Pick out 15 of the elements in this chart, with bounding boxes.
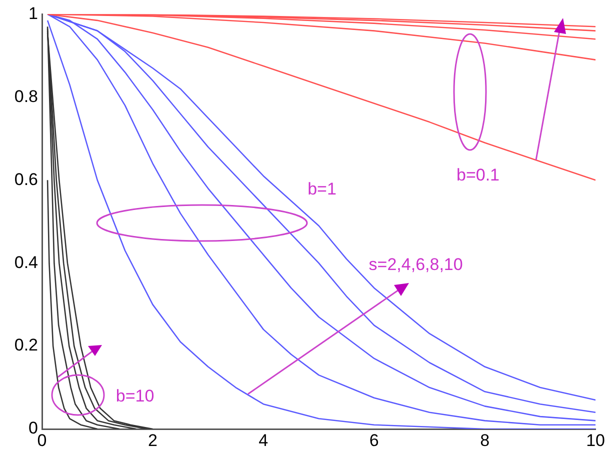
y-tick-label: 1 (28, 4, 38, 23)
annotation: b=10 (116, 386, 154, 406)
y-tick-label: 0.6 (14, 170, 38, 189)
x-tick-label: 6 (369, 430, 379, 450)
annotation: b=0.1 (456, 166, 500, 185)
annotation: b=1 (308, 180, 336, 199)
y-tick-label: 0.8 (14, 86, 38, 106)
y-tick-label: 0.4 (14, 252, 38, 272)
y-tick-label: 0.2 (14, 336, 38, 355)
x-tick-label: 8 (480, 430, 490, 450)
x-tick-label: 10 (586, 430, 606, 450)
y-tick-label: 0 (28, 418, 38, 438)
annotation: s=2,4,6,8,10 (368, 254, 463, 274)
x-tick-label: 2 (148, 430, 158, 450)
x-tick-label: 4 (258, 430, 268, 450)
